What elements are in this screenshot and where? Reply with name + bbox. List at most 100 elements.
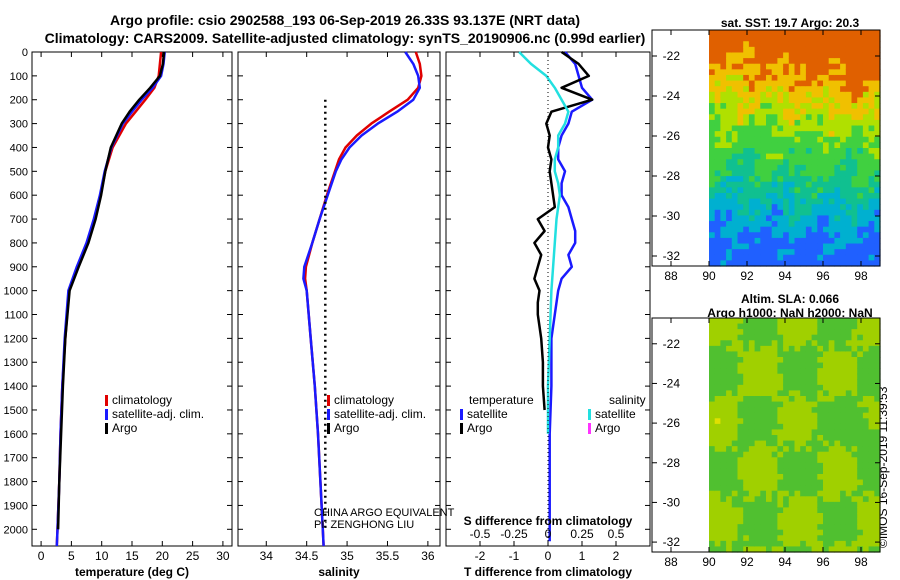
sla-map-cell xyxy=(874,384,881,392)
sst-map-cell xyxy=(817,254,824,261)
sla-map-cell xyxy=(840,329,847,336)
sla-map-cell xyxy=(709,373,716,380)
sst-map-cell xyxy=(817,260,824,267)
sst-map-cell xyxy=(823,159,830,166)
sla-map-cell xyxy=(754,540,761,548)
sla-map-cell xyxy=(857,462,864,470)
sla-map-cell xyxy=(874,546,881,553)
sst-map-cell xyxy=(714,91,721,99)
sst-map-cell xyxy=(874,187,881,194)
sla-map-cell xyxy=(811,340,818,347)
sst-map-cell xyxy=(851,41,858,48)
salinity-series-satellite-adj--clim- xyxy=(302,51,422,547)
sla-map-cell xyxy=(777,351,784,358)
sla-map-cell xyxy=(857,345,864,353)
sla-map-cell xyxy=(714,524,721,531)
sla-map-cell xyxy=(777,418,784,425)
sla-map-cell xyxy=(771,384,778,392)
sst-map-cell xyxy=(709,86,716,93)
sst-map-cell xyxy=(783,41,790,48)
sla-map-cell xyxy=(783,351,790,358)
sst-map-cell xyxy=(737,181,744,188)
sla-map-cell xyxy=(845,457,853,464)
sla-map-cell xyxy=(760,546,767,553)
sst-map-cell xyxy=(857,97,864,104)
sst-map-cell xyxy=(748,226,756,233)
sst-map-cell xyxy=(874,136,881,143)
sst-map-cell xyxy=(845,176,853,183)
sst-map-cell xyxy=(834,148,841,155)
sla-map-cell xyxy=(868,490,875,497)
sla-map-cell xyxy=(771,479,778,486)
sst-map-cell xyxy=(731,35,739,42)
sst-map-cell xyxy=(754,221,761,228)
sla-map-cell xyxy=(771,457,778,464)
sla-map-cell xyxy=(811,524,818,531)
sla-map-cell xyxy=(748,373,756,380)
sst-map-cell xyxy=(862,232,870,239)
sst-map-cell xyxy=(726,249,733,256)
x-tick-label: 0 xyxy=(545,549,552,563)
sst-map-cell xyxy=(851,237,858,245)
sst-map-cell xyxy=(794,114,801,121)
sla-map-cell xyxy=(788,401,796,408)
sla-map-cell xyxy=(851,401,858,408)
sst-map-cell xyxy=(748,58,756,65)
sst-map-cell xyxy=(748,97,756,104)
sla-map-cell xyxy=(800,535,807,542)
sla-map-cell xyxy=(845,345,853,353)
sst-map-cell xyxy=(811,237,818,245)
sst-map-cell xyxy=(726,232,733,239)
sla-map-cell xyxy=(743,423,750,431)
sst-map-cell xyxy=(845,181,853,188)
sst-map-cell xyxy=(766,52,773,59)
sst-map-cell xyxy=(823,221,830,228)
sla-map-cell xyxy=(840,485,847,492)
sla-map-cell xyxy=(862,501,870,509)
sla-map-cell xyxy=(811,451,818,458)
sla-map-cell xyxy=(845,373,853,380)
sst-map-cell xyxy=(714,237,721,245)
sst-map-cell xyxy=(828,243,835,250)
sst-map-cell xyxy=(800,80,807,87)
sst-map-cell xyxy=(720,41,727,48)
sst-map-cell xyxy=(726,74,733,82)
sla-map-cell xyxy=(766,529,773,536)
sla-map-cell xyxy=(766,323,773,330)
sst-map-cell xyxy=(720,187,727,194)
sla-map-cell xyxy=(828,440,835,447)
sla-map-cell xyxy=(868,390,875,397)
sla-map-cell xyxy=(811,435,818,442)
sla-map-cell xyxy=(840,529,847,536)
sst-map-cell xyxy=(817,103,824,110)
sst-map-cell xyxy=(811,74,818,82)
sla-map-cell xyxy=(828,429,835,436)
sst-map-cell xyxy=(828,58,835,65)
sst-map-cell xyxy=(783,86,790,93)
diff-legend-s-satellite: satellite xyxy=(595,407,636,421)
sla-map-cell xyxy=(868,440,875,447)
sla-map-cell xyxy=(760,535,767,542)
sla-map-cell xyxy=(714,440,721,447)
sla-map-cell xyxy=(760,357,767,364)
sla-map-cell xyxy=(794,418,801,425)
sla-map-cell xyxy=(754,390,761,397)
sla-map-cell xyxy=(800,507,807,514)
sla-map-cell xyxy=(726,529,733,536)
sst-map-cell xyxy=(748,69,756,76)
sla-map-cell xyxy=(777,490,784,497)
sst-map-cell xyxy=(709,91,716,99)
salinity-legend-entry: Argo xyxy=(334,421,360,435)
sla-map-cell xyxy=(828,446,835,453)
sst-map-cell xyxy=(828,198,835,205)
sla-map-cell xyxy=(840,518,847,525)
sst-map-cell xyxy=(834,46,841,54)
sla-map-cell xyxy=(794,451,801,458)
sla-map-cell xyxy=(868,507,875,514)
sla-map-cell xyxy=(874,490,881,497)
sst-map-cell xyxy=(720,46,727,54)
sst-map-cell xyxy=(737,125,744,132)
sla-map-cell xyxy=(805,357,813,364)
sla-map-cell xyxy=(720,485,727,492)
sst-map-cell xyxy=(720,260,727,267)
